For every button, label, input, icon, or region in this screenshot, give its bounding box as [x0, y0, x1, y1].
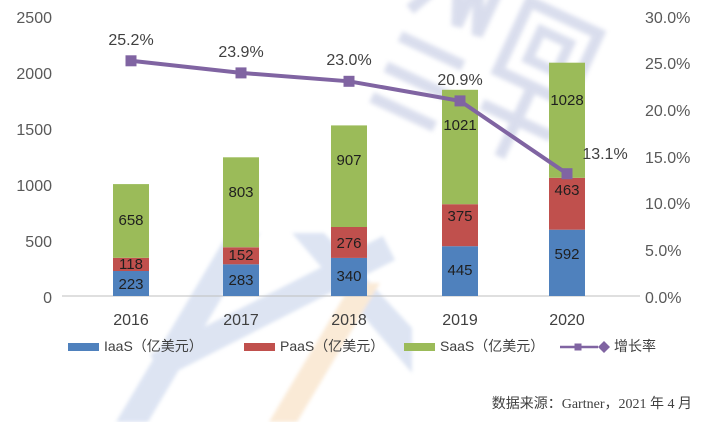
svg-text:0: 0: [43, 290, 52, 307]
svg-text:PaaS（亿美元）: PaaS（亿美元）: [280, 338, 384, 354]
svg-text:283: 283: [228, 272, 253, 289]
svg-text:2016: 2016: [113, 312, 149, 329]
svg-text:1500: 1500: [16, 122, 52, 139]
svg-text:15.0%: 15.0%: [645, 150, 690, 167]
svg-text:592: 592: [554, 246, 579, 263]
svg-text:2018: 2018: [331, 312, 367, 329]
svg-text:907: 907: [336, 152, 361, 169]
svg-text:340: 340: [336, 268, 361, 285]
svg-text:25.0%: 25.0%: [645, 56, 690, 73]
svg-text:25.2%: 25.2%: [108, 32, 153, 49]
svg-text:658: 658: [118, 212, 143, 229]
svg-text:463: 463: [554, 182, 579, 199]
svg-text:13.1%: 13.1%: [582, 146, 627, 163]
svg-text:2020: 2020: [549, 312, 585, 329]
svg-text:30.0%: 30.0%: [645, 10, 690, 27]
svg-text:1028: 1028: [550, 92, 583, 109]
svg-text:增长率: 增长率: [614, 338, 656, 354]
svg-text:223: 223: [118, 276, 143, 293]
svg-text:数据来源：Gartner，2021 年 4 月: 数据来源：Gartner，2021 年 4 月: [492, 396, 692, 412]
svg-text:23.0%: 23.0%: [326, 52, 371, 69]
svg-text:152: 152: [228, 247, 253, 264]
svg-text:2017: 2017: [223, 312, 259, 329]
svg-text:SaaS（亿美元）: SaaS（亿美元）: [440, 338, 544, 354]
svg-text:2000: 2000: [16, 66, 52, 83]
svg-text:276: 276: [336, 235, 361, 252]
svg-text:5.0%: 5.0%: [645, 243, 681, 260]
svg-text:2019: 2019: [442, 312, 478, 329]
svg-text:118: 118: [119, 256, 143, 273]
svg-text:20.0%: 20.0%: [645, 103, 690, 120]
svg-text:20.9%: 20.9%: [437, 72, 482, 89]
svg-text:23.9%: 23.9%: [218, 44, 263, 61]
svg-text:1000: 1000: [16, 178, 52, 195]
svg-text:10.0%: 10.0%: [645, 196, 690, 213]
svg-text:2500: 2500: [16, 10, 52, 27]
svg-text:375: 375: [447, 208, 472, 225]
svg-text:1021: 1021: [443, 117, 476, 134]
svg-text:445: 445: [447, 262, 472, 279]
svg-text:IaaS（亿美元）: IaaS（亿美元）: [104, 338, 203, 354]
svg-text:0.0%: 0.0%: [645, 290, 681, 307]
svg-text:803: 803: [228, 184, 253, 201]
svg-text:500: 500: [25, 234, 52, 251]
